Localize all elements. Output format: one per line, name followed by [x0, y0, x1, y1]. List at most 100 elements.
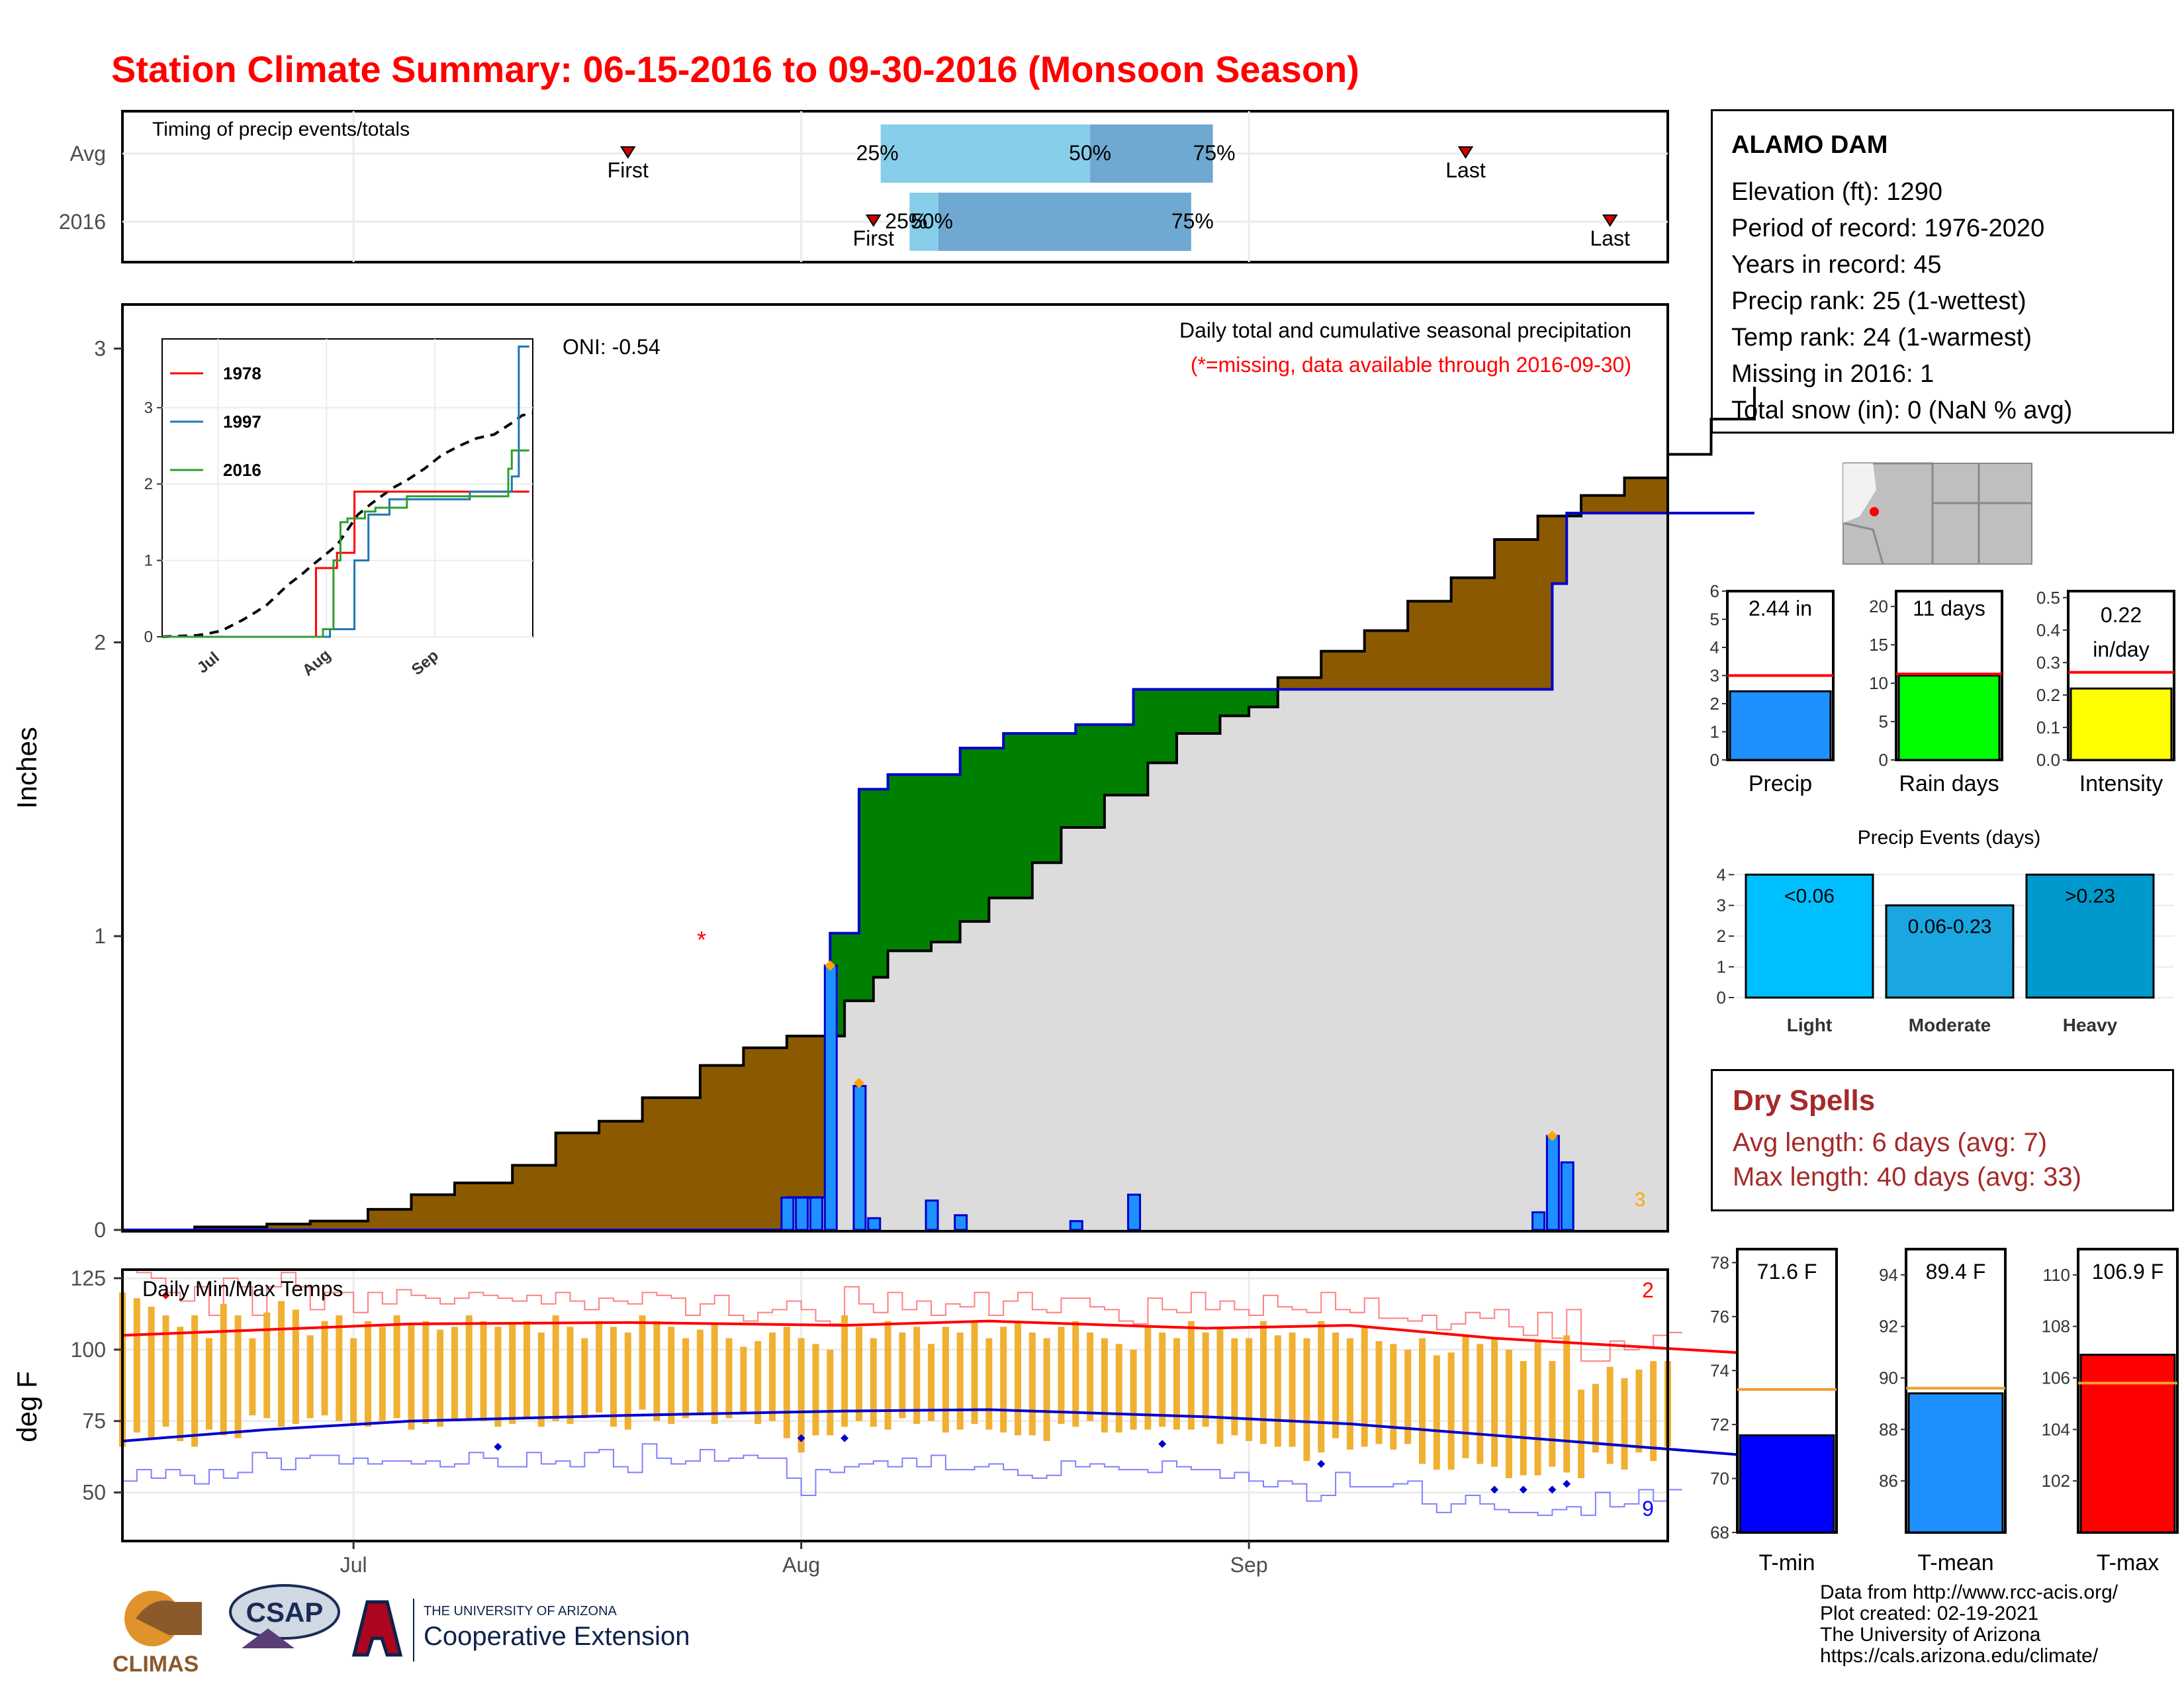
cumulative-base-area — [989, 898, 1004, 1230]
station-name: ALAMO DAM — [1731, 131, 1888, 159]
surplus-area — [1118, 724, 1134, 796]
precip-panel: 0 1 2 3 Daily total and cumulative seasonal… — [11, 303, 1756, 1242]
daily-temp-bar — [942, 1327, 949, 1432]
daily-temp-bar — [1259, 1321, 1267, 1444]
cumulative-base-area — [1321, 689, 1336, 1230]
station-snow: Total snow (in): 0 (NaN % avg) — [1731, 397, 2073, 424]
surplus-area — [960, 748, 976, 921]
daily-temp-bar — [263, 1312, 271, 1419]
deficit-area — [310, 1221, 326, 1230]
cumulative-base-area — [1581, 513, 1596, 1230]
daily-temp-bar — [451, 1327, 458, 1421]
daily-temp-bar — [1375, 1340, 1383, 1444]
daily-temp-bar — [639, 1315, 646, 1410]
cumulative-base-area — [1364, 689, 1380, 1230]
summary-y-tick-label: 0 — [1710, 750, 1719, 770]
deficit-area — [657, 1098, 672, 1230]
inset-frame — [161, 338, 533, 637]
daily-temp-bar — [1578, 1389, 1585, 1479]
temp-summary-y-tick-label: 106 — [2042, 1368, 2070, 1388]
daily-temp-bar — [812, 1344, 819, 1436]
deficit-area — [252, 1227, 267, 1230]
daily-temp-bar — [408, 1324, 415, 1430]
missing-note: (*=missing, data available through 2016-… — [1191, 353, 1631, 377]
climas-logo: CLIMAS — [113, 1591, 202, 1677]
temp-y-tick-label: 100 — [71, 1338, 106, 1362]
daily-temp-bar — [1101, 1338, 1108, 1432]
avg-max-temp-line — [122, 1319, 1784, 1357]
surplus-area — [1017, 733, 1033, 898]
daily-temp-bar — [537, 1332, 545, 1427]
daily-temp-bar — [740, 1346, 747, 1413]
daily-temp-bar — [1592, 1383, 1599, 1453]
deficit-area — [1349, 651, 1365, 690]
daily-precip-bar — [1069, 1220, 1083, 1231]
csap-logo: CSAP — [229, 1584, 340, 1648]
daily-temp-bar — [1549, 1361, 1556, 1467]
cumulative-base-area — [974, 921, 989, 1230]
record-low-marker — [841, 1434, 849, 1442]
deficit-area — [1537, 516, 1553, 690]
surplus-area — [1263, 689, 1279, 708]
deficit-area — [1379, 630, 1394, 690]
daily-temp-bar — [913, 1327, 921, 1425]
surplus-area — [931, 774, 946, 943]
record-high-marker — [161, 1291, 170, 1299]
deficit-area — [700, 1065, 715, 1230]
deficit-area — [1639, 477, 1654, 514]
temp-summary-y-tick-label: 72 — [1710, 1415, 1729, 1434]
record-low-marker — [1158, 1440, 1167, 1448]
daily-temp-bar — [725, 1338, 733, 1419]
timing-pct-label: 75% — [1193, 141, 1236, 165]
daily-temp-bar — [1361, 1327, 1368, 1447]
ua-big-text: Cooperative Extension — [424, 1622, 690, 1651]
daily-temp-bar — [278, 1301, 285, 1427]
y-tick-label: 2 — [94, 630, 106, 654]
daily-precip-bar — [954, 1214, 968, 1231]
surplus-area — [1003, 733, 1019, 898]
deficit-area — [469, 1182, 484, 1230]
dry-spells-box: Dry Spells Avg length: 6 days (avg: 7) M… — [1711, 1069, 2174, 1211]
cumulative-base-area — [1148, 763, 1163, 1230]
x-tick-label: Aug — [782, 1553, 820, 1577]
daily-temp-bar — [1433, 1355, 1440, 1470]
daily-temp-bar — [1246, 1338, 1253, 1441]
temp-summary-bar — [1907, 1392, 2004, 1534]
summary-y-tick-label: 20 — [1869, 596, 1888, 616]
cumulative-base-area — [1379, 689, 1394, 1230]
temps-label: Daily Min/Max Temps — [142, 1277, 343, 1301]
deficit-area — [440, 1194, 455, 1230]
daily-temp-bar — [1477, 1344, 1484, 1464]
surplus-area — [1090, 724, 1105, 827]
cumulative-base-area — [1552, 583, 1567, 1230]
timing-marker — [1457, 146, 1474, 159]
cumulative-base-area — [902, 951, 917, 1230]
summary-bar — [2070, 687, 2173, 761]
surplus-area — [1104, 724, 1120, 796]
timing-pct-label: 50% — [1069, 141, 1111, 165]
daily-temp-bar — [1390, 1344, 1397, 1450]
summary-value-label: 0.22 — [2101, 603, 2142, 627]
events-range-label: <0.06 — [1784, 885, 1835, 907]
daily-temp-bar — [711, 1324, 718, 1425]
y-tick-label: 1 — [94, 924, 106, 948]
x-tick-label: Sep — [1230, 1553, 1268, 1577]
deficit-area — [772, 1047, 788, 1230]
footer-line: Plot created: 02-19-2021 — [1820, 1603, 2039, 1624]
daily-temp-bar — [596, 1321, 603, 1413]
daily-precip-bar — [1531, 1211, 1546, 1231]
daily-temp-bar — [552, 1315, 559, 1421]
daily-temp-bar — [1520, 1361, 1527, 1476]
deficit-area — [208, 1227, 224, 1230]
ua-small-text: THE UNIVERSITY OF ARIZONA — [424, 1604, 617, 1618]
deficit-area — [570, 1133, 585, 1230]
daily-temp-bar — [1130, 1349, 1137, 1430]
daily-temp-bar — [1173, 1338, 1181, 1430]
inset-y-tick-label: 3 — [144, 399, 153, 417]
daily-temp-bar — [1303, 1338, 1310, 1462]
temps-y-label: deg F — [11, 1371, 42, 1442]
surplus-area — [1133, 689, 1148, 796]
deficit-area — [512, 1165, 527, 1230]
